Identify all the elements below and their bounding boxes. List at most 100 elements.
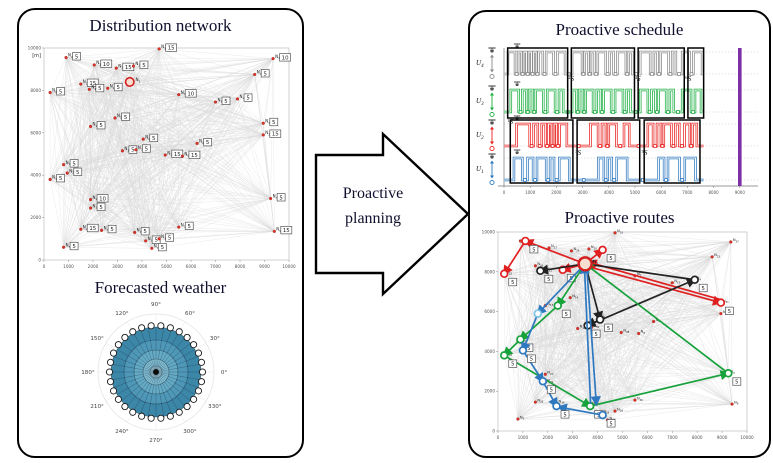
svg-text:N19: N19 (617, 229, 623, 234)
node-dot (271, 57, 275, 61)
svg-text:N9: N9 (734, 400, 739, 405)
route-stop (690, 275, 699, 285)
demand-box (188, 150, 201, 159)
node-dot (670, 281, 674, 285)
rim-marker (157, 414, 165, 422)
demand-box (56, 174, 65, 183)
svg-text:N14: N14 (572, 294, 578, 299)
svg-text:5000: 5000 (617, 435, 628, 440)
svg-text:2000: 2000 (88, 264, 99, 269)
node-dot (133, 230, 137, 234)
demand-box (107, 224, 117, 234)
demand-box (100, 59, 113, 68)
node-dot (87, 87, 91, 91)
node-dot (637, 331, 641, 336)
node-dot (533, 264, 537, 268)
svg-text:2000: 2000 (484, 389, 495, 394)
svg-text:6000: 6000 (642, 435, 653, 440)
svg-text:5000: 5000 (630, 190, 641, 195)
rim-marker (121, 403, 129, 411)
svg-text:5: 5 (735, 380, 738, 386)
svg-text:N23: N23 (714, 253, 720, 258)
demand-box (96, 202, 106, 211)
rim-marker (109, 349, 118, 357)
demand-box (69, 159, 79, 168)
svg-text:7000: 7000 (667, 435, 678, 440)
svg-text:5000: 5000 (161, 264, 172, 269)
svg-text:5: 5 (59, 176, 62, 182)
svg-text:N18: N18 (580, 325, 586, 330)
node-dot (134, 148, 138, 152)
node-dot (613, 231, 617, 235)
node-dot (652, 320, 656, 324)
node-dot (195, 141, 199, 145)
node-dot (48, 177, 52, 181)
svg-text:N15: N15 (674, 279, 680, 284)
rim-marker (106, 378, 115, 386)
rim-marker (197, 358, 206, 366)
svg-text:6000: 6000 (484, 309, 495, 314)
demand-box (140, 227, 150, 236)
svg-text:5: 5 (702, 286, 705, 292)
svg-text:4S: 4S (635, 75, 641, 83)
svg-text:5: 5 (75, 54, 78, 60)
demand-box (203, 138, 212, 147)
svg-text:U2: U2 (476, 131, 484, 141)
svg-text:5: 5 (188, 224, 191, 230)
node-dot (157, 47, 161, 51)
svg-text:0: 0 (503, 190, 506, 195)
node-dot (163, 153, 167, 157)
node-dot (730, 402, 734, 406)
svg-text:N31: N31 (723, 299, 729, 304)
svg-text:4000: 4000 (30, 173, 41, 178)
demand-box (86, 78, 99, 87)
svg-text:5: 5 (272, 120, 275, 126)
svg-text:N38: N38 (623, 329, 629, 334)
svg-text:1000: 1000 (518, 435, 529, 440)
svg-text:270°: 270° (149, 438, 163, 444)
angle-labels: 0° 30° 60° 90° 120° 150° 180° 210° 240° 270° 300° 3… (81, 302, 227, 444)
node-dot (120, 149, 124, 153)
svg-text:8000: 8000 (692, 435, 703, 440)
schedule-row-U2: U2 (476, 115, 704, 152)
svg-text:5: 5 (99, 123, 102, 129)
route-stop (518, 346, 528, 355)
demand-box (221, 96, 231, 105)
svg-text:2S: 2S (568, 75, 574, 83)
svg-text:N3: N3 (730, 369, 735, 374)
svg-text:0: 0 (492, 429, 495, 434)
sortie-envelopes (506, 47, 705, 184)
node-dot (100, 228, 104, 232)
svg-text:5: 5 (145, 147, 148, 153)
svg-text:5: 5 (728, 309, 731, 315)
schedule-end-bar (738, 48, 742, 186)
demand-box (184, 221, 194, 230)
svg-text:4000: 4000 (604, 190, 615, 195)
svg-text:10: 10 (282, 55, 289, 61)
node-dot (141, 137, 145, 141)
svg-text:5: 5 (563, 412, 566, 418)
svg-text:10000: 10000 (28, 46, 42, 51)
rim-marker (138, 324, 146, 332)
right-panel: Proactive schedule 0 1000 2000 3000 4000 5000… (468, 10, 771, 458)
demand-box (86, 223, 99, 233)
proactive-schedule-title: Proactive schedule (555, 20, 684, 39)
node-dot (516, 417, 520, 421)
node-dot (177, 93, 181, 97)
demand-box (184, 89, 197, 98)
routes-axes: 0 1000 2000 3000 4000 5000 6000 7000 8000 9000 100… (482, 230, 754, 441)
rim-marker (194, 349, 203, 357)
route-stop (598, 245, 607, 255)
depot-node: N1 (577, 256, 598, 272)
node-dot (64, 55, 68, 60)
svg-text:3000: 3000 (567, 435, 578, 440)
svg-text:U4: U4 (476, 59, 484, 69)
svg-text:5: 5 (72, 244, 75, 250)
node-dot (587, 247, 591, 251)
svg-text:5: 5 (224, 99, 227, 105)
schedule-row-U4: U4 (476, 43, 704, 80)
svg-text:1S: 1S (507, 118, 513, 126)
demand-box (69, 241, 79, 251)
